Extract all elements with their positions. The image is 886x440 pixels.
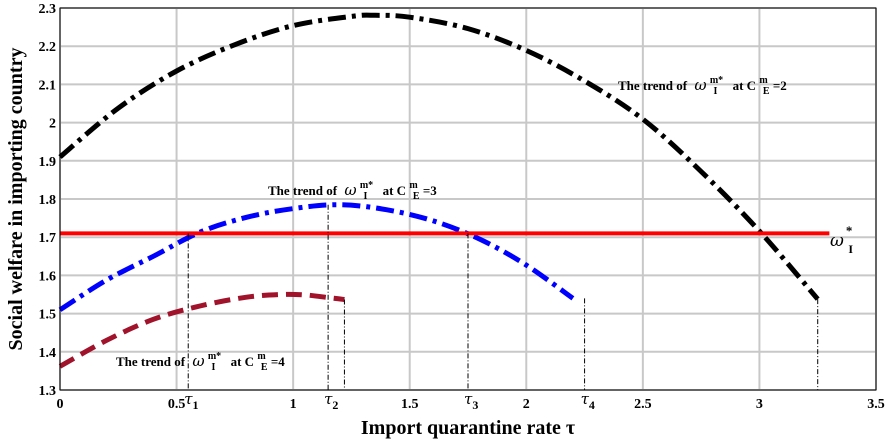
annotation-c2: The trend of ω m* I at C m E =2 bbox=[618, 71, 787, 97]
annotation-c2-value: =2 bbox=[773, 78, 787, 93]
tau-marker-label-0: τ1 bbox=[184, 390, 198, 412]
annotation-c4-c-sub: E bbox=[261, 362, 268, 373]
tau-marker-label-2: τ3 bbox=[464, 390, 478, 412]
y-tick-label-1: 1.4 bbox=[39, 346, 57, 361]
y-tick-label-10: 2.3 bbox=[39, 2, 57, 17]
annotation-c4: The trend of ω m* I at C m E =4 bbox=[116, 347, 285, 373]
annotation-c4-omega-sup: m* bbox=[208, 351, 221, 362]
annotation-c2-c-sup: m bbox=[759, 75, 768, 86]
tau-subscript-2: 3 bbox=[472, 398, 478, 412]
annotation-c2-suffix: at C bbox=[733, 78, 756, 93]
series-lines bbox=[58, 12, 830, 369]
annotation-c4-prefix: The trend of bbox=[116, 354, 186, 369]
tau-marker-label-1: τ2 bbox=[324, 390, 338, 412]
x-tick-label-7: 3.5 bbox=[867, 397, 885, 412]
annotation-c4-omega-sub: I bbox=[211, 362, 215, 373]
annotation-c3-omega-sup: m* bbox=[360, 180, 373, 191]
annotation-c4-suffix: at C bbox=[231, 354, 254, 369]
series-line-2 bbox=[58, 291, 345, 369]
tau-subscript-1: 2 bbox=[332, 398, 338, 412]
annotation-c3-value: =3 bbox=[423, 183, 437, 198]
x-tick-label-2: 1 bbox=[290, 397, 297, 412]
plot-frame bbox=[59, 7, 877, 391]
y-tick-label-8: 2.1 bbox=[39, 78, 57, 93]
annotation-c4-omega: ω bbox=[192, 352, 204, 370]
tick-labels: 0 0.5 1 1.5 2 2.5 3 3.5 1.3 1.4 1.5 1.6 1.7 1.8 1.9 2 2.… bbox=[39, 2, 885, 412]
x-tick-label-0: 0 bbox=[57, 397, 64, 412]
tau-symbol-0: τ bbox=[184, 390, 193, 408]
y-tick-label-4: 1.7 bbox=[39, 231, 57, 246]
y-axis-title: Social welfare in importing country bbox=[5, 48, 27, 351]
annotation-c4-value: =4 bbox=[271, 354, 285, 369]
omega-star-sub: I bbox=[848, 242, 853, 256]
tau-symbol-3: τ bbox=[581, 390, 590, 408]
y-tick-label-7: 2 bbox=[49, 117, 56, 132]
y-tick-label-3: 1.6 bbox=[39, 269, 57, 284]
x-tick-label-6: 3 bbox=[756, 397, 763, 412]
omega-star-label: ω * I bbox=[830, 222, 856, 256]
tau-subscript-0: 1 bbox=[193, 398, 199, 412]
annotation-c3-suffix: at C bbox=[383, 183, 406, 198]
annotation-c2-c-sub: E bbox=[763, 86, 770, 97]
series-line-1 bbox=[58, 202, 575, 312]
y-tick-label-2: 1.5 bbox=[39, 308, 57, 323]
x-tick-label-3: 1.5 bbox=[401, 397, 419, 412]
annotation-c3-c-sup: m bbox=[409, 180, 418, 191]
x-axis-title: Import quarantine rate τ bbox=[361, 417, 575, 439]
x-tick-label-1: 0.5 bbox=[168, 397, 186, 412]
annotation-c3-prefix: The trend of bbox=[268, 183, 338, 198]
tau-symbol-1: τ bbox=[324, 390, 333, 408]
annotation-c2-prefix: The trend of bbox=[618, 78, 688, 93]
annotation-c3-omega: ω bbox=[344, 181, 356, 199]
y-tick-label-6: 1.9 bbox=[39, 155, 57, 170]
annotation-c4-c-sup: m bbox=[257, 351, 266, 362]
tau-marker-label-3: τ4 bbox=[581, 390, 595, 412]
x-tick-label-4: 2 bbox=[523, 397, 530, 412]
y-tick-label-9: 2.2 bbox=[39, 40, 57, 55]
annotation-c2-omega-sup: m* bbox=[710, 75, 723, 86]
tau-symbol-2: τ bbox=[464, 390, 473, 408]
series-line-0 bbox=[58, 12, 820, 301]
annotation-c3-c-sub: E bbox=[413, 191, 420, 202]
annotation-c2-omega-sub: I bbox=[713, 86, 717, 97]
annotation-c2-omega: ω bbox=[694, 76, 706, 94]
omega-star-sup: * bbox=[846, 223, 853, 238]
tau-subscript-3: 4 bbox=[589, 398, 595, 412]
y-tick-label-5: 1.8 bbox=[39, 193, 57, 208]
omega-star-symbol: ω bbox=[830, 231, 844, 251]
x-tick-label-5: 2.5 bbox=[634, 397, 652, 412]
annotation-c3-omega-sub: I bbox=[363, 191, 367, 202]
y-tick-label-0: 1.3 bbox=[39, 384, 57, 399]
annotation-c3: The trend of ω m* I at C m E =3 bbox=[268, 176, 437, 202]
reference-lines: τ1 τ2 τ3 τ4 bbox=[184, 204, 819, 412]
